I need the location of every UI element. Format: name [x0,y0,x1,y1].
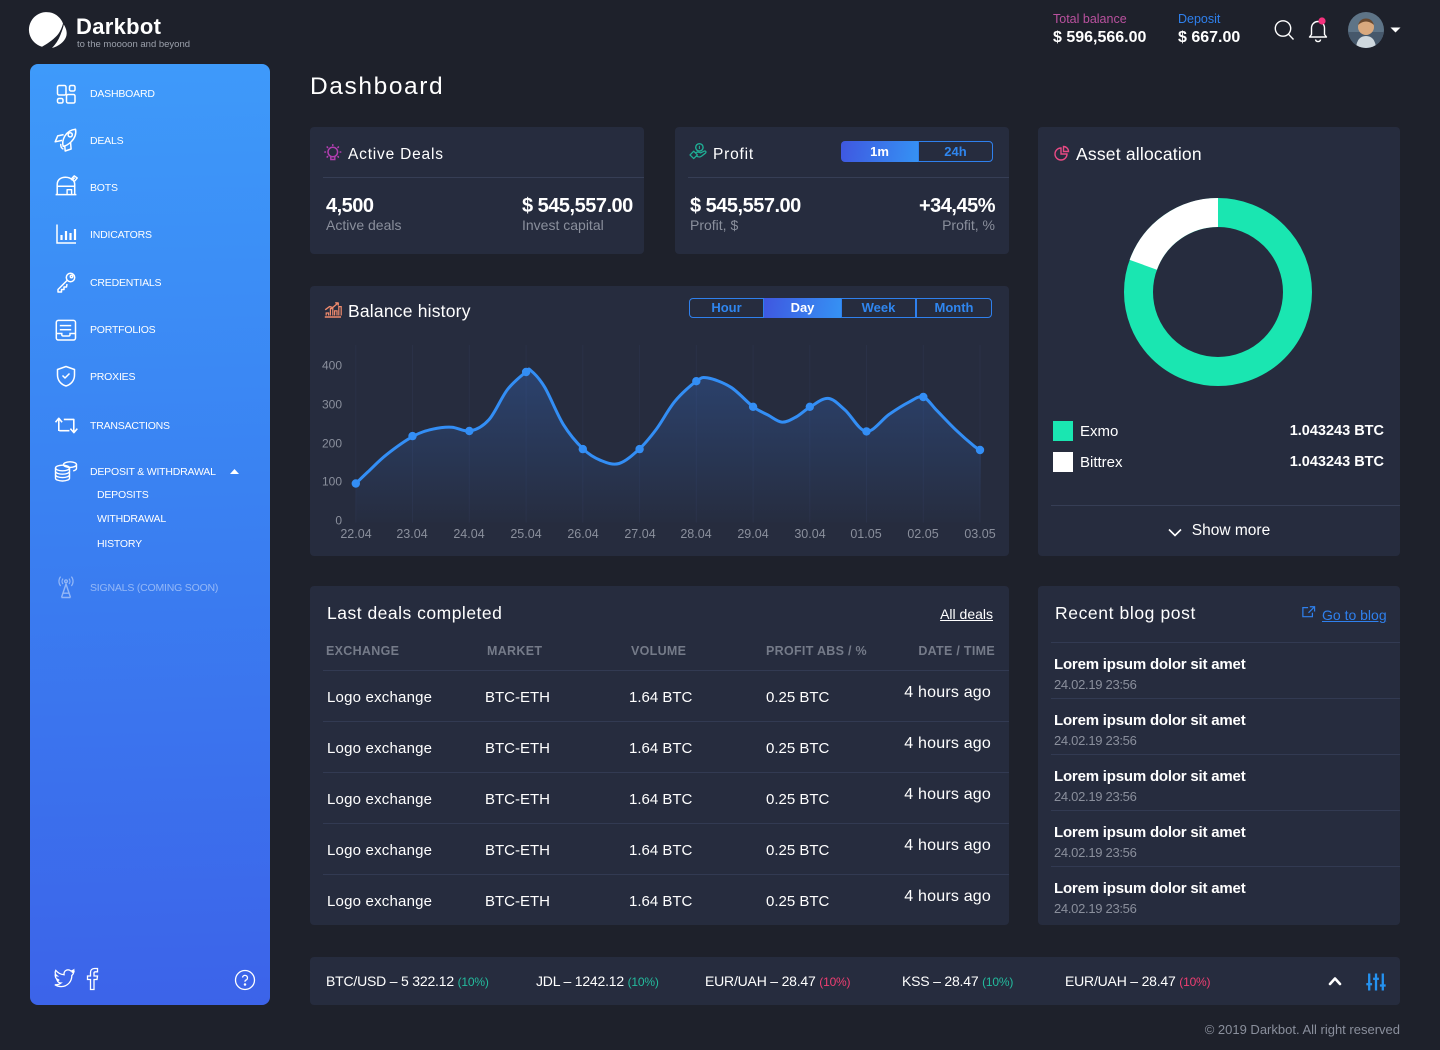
svg-text:25.04: 25.04 [510,527,541,541]
svg-text:30.04: 30.04 [794,527,825,541]
svg-text:100: 100 [322,475,342,489]
svg-text:03.05: 03.05 [964,527,995,541]
svg-text:23.04: 23.04 [396,527,427,541]
svg-text:22.04: 22.04 [340,527,371,541]
svg-text:24.04: 24.04 [453,527,484,541]
svg-text:29.04: 29.04 [737,527,768,541]
svg-text:300: 300 [322,398,342,412]
svg-text:400: 400 [322,358,342,372]
svg-text:28.04: 28.04 [680,527,711,541]
svg-text:27.04: 27.04 [624,527,655,541]
svg-text:0: 0 [335,514,342,528]
svg-text:02.05: 02.05 [907,527,938,541]
svg-text:200: 200 [322,436,342,450]
svg-text:26.04: 26.04 [567,527,598,541]
svg-text:01.05: 01.05 [850,527,881,541]
